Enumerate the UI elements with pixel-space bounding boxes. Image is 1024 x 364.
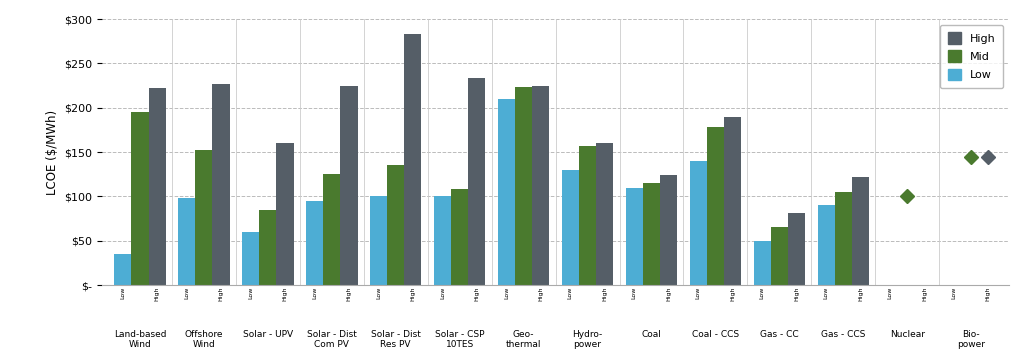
Bar — [754, 241, 771, 285]
Bar — [434, 197, 451, 285]
Bar — [114, 254, 131, 285]
Bar — [787, 213, 805, 285]
Bar — [276, 143, 294, 285]
Bar — [532, 86, 549, 285]
Bar — [724, 116, 741, 285]
Bar — [498, 99, 515, 285]
Bar — [707, 127, 724, 285]
Bar — [387, 165, 404, 285]
Bar — [259, 210, 276, 285]
Bar — [771, 228, 787, 285]
Bar — [626, 187, 643, 285]
Bar — [562, 170, 579, 285]
Y-axis label: LCOE ($/MWh): LCOE ($/MWh) — [46, 110, 58, 195]
Bar — [212, 84, 229, 285]
Bar — [835, 192, 852, 285]
Bar — [404, 34, 422, 285]
Bar — [852, 177, 869, 285]
Bar — [579, 146, 596, 285]
Bar — [370, 197, 387, 285]
Bar — [817, 205, 835, 285]
Bar — [178, 198, 196, 285]
Bar — [242, 232, 259, 285]
Bar — [643, 183, 660, 285]
Bar — [451, 189, 468, 285]
Bar — [306, 201, 324, 285]
Legend: High, Mid, Low: High, Mid, Low — [940, 24, 1004, 88]
Bar — [689, 161, 707, 285]
Bar — [131, 112, 148, 285]
Bar — [596, 143, 613, 285]
Bar — [148, 88, 166, 285]
Bar — [196, 150, 212, 285]
Bar — [324, 174, 340, 285]
Bar — [660, 175, 677, 285]
Bar — [468, 78, 485, 285]
Bar — [340, 86, 357, 285]
Bar — [515, 87, 532, 285]
